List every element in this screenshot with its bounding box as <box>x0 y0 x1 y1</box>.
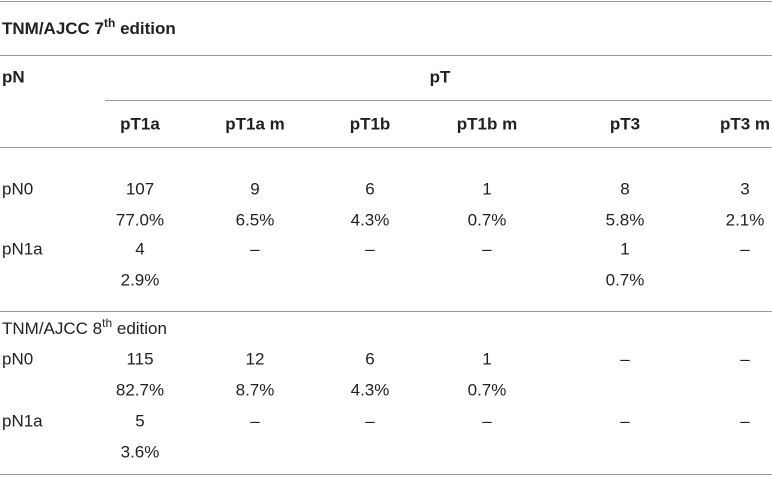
cell-text: – <box>365 411 375 430</box>
cell-text: 107 <box>126 179 154 198</box>
column-header: pT1b <box>350 114 391 133</box>
cell-text: 5.8% <box>606 210 645 229</box>
cell-text: 4.3% <box>351 380 390 399</box>
cell-text: 3.6% <box>121 442 160 461</box>
row-label: pN1a <box>2 239 43 258</box>
cell-text: – <box>365 239 375 258</box>
row-label: pN1a <box>2 411 43 430</box>
column-header: pT3 <box>610 114 640 133</box>
cell-text: – <box>740 411 750 430</box>
column-header: pT1a <box>120 114 160 133</box>
cell-text: 6 <box>365 179 374 198</box>
title-text: TNM/AJCC 8 <box>2 319 102 338</box>
cell-text: 4 <box>135 239 144 258</box>
table-title: TNM/AJCC 7th edition <box>2 16 176 38</box>
cell-text: – <box>482 411 492 430</box>
cell-text: – <box>740 349 750 368</box>
cell-text: – <box>740 239 750 258</box>
title-sup: th <box>104 16 115 30</box>
cell-text: 9 <box>250 179 259 198</box>
cell-text: 3 <box>740 179 749 198</box>
cell-text: 115 <box>126 349 153 368</box>
cell-text: 0.7% <box>468 380 507 399</box>
row-label: pN0 <box>2 179 33 198</box>
title-text: edition <box>115 19 175 38</box>
row-header: pN <box>2 67 25 86</box>
cell-text: 1 <box>482 179 491 198</box>
title-text: TNM/AJCC 7 <box>2 19 104 38</box>
cell-text: 12 <box>246 349 265 368</box>
section-title: TNM/AJCC 8th edition <box>2 316 167 338</box>
cell-text: – <box>250 411 260 430</box>
column-header: pT3 m <box>720 114 770 133</box>
cell-text: 77.0% <box>116 210 164 229</box>
cell-text: 8.7% <box>236 380 275 399</box>
cell-text: 1 <box>482 349 491 368</box>
cell-text: 8 <box>620 179 629 198</box>
row-label: pN0 <box>2 349 33 368</box>
title-text: edition <box>112 319 167 338</box>
cell-text: 6 <box>365 349 374 368</box>
cell-text: 2.9% <box>121 270 160 289</box>
cell-text: – <box>620 411 630 430</box>
cell-text: 6.5% <box>236 210 275 229</box>
cell-text: – <box>250 239 260 258</box>
group-header: pT <box>430 67 451 86</box>
title-sup: th <box>102 316 112 330</box>
cell-text: 5 <box>135 411 144 430</box>
cell-text: – <box>620 349 630 368</box>
cell-text: 1 <box>620 239 629 258</box>
column-header: pT1a m <box>225 114 285 133</box>
cell-text: 82.7% <box>116 380 164 399</box>
cell-text: 4.3% <box>351 210 390 229</box>
cell-text: – <box>482 239 492 258</box>
cell-text: 0.7% <box>606 270 645 289</box>
cell-text: 0.7% <box>468 210 507 229</box>
column-header: pT1b m <box>457 114 517 133</box>
cell-text: 2.1% <box>726 210 765 229</box>
